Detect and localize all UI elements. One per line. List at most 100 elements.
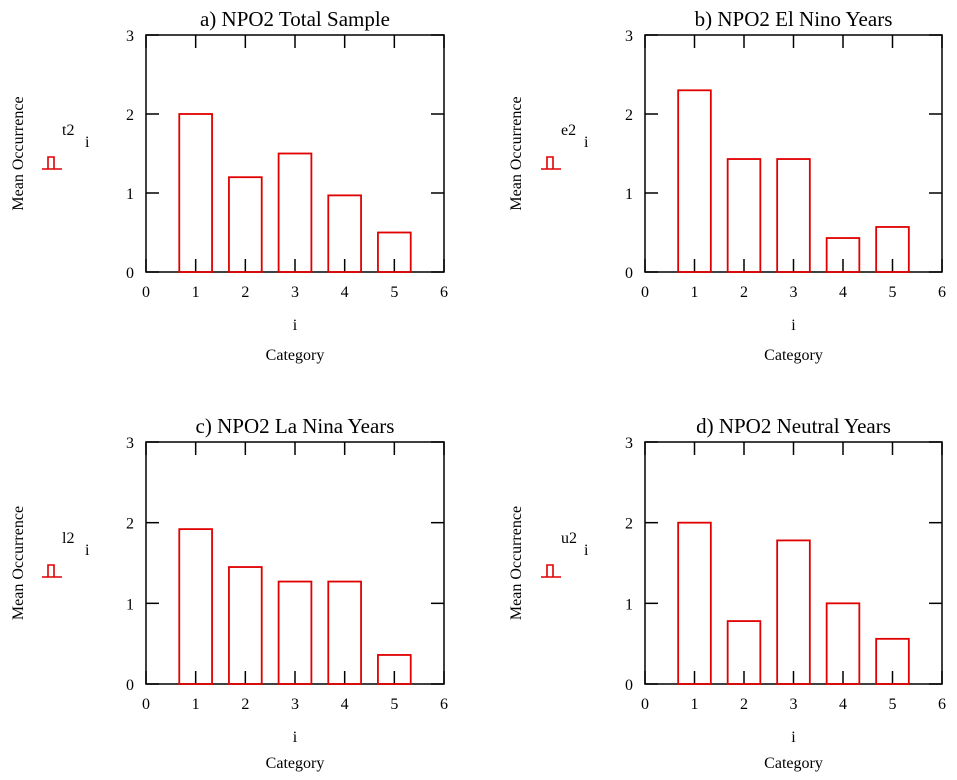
- x-tick-label: 5: [889, 284, 897, 301]
- legend-label: u2: [561, 530, 577, 547]
- x-tick-label: 0: [641, 284, 649, 301]
- legend-bar-glyph: [541, 564, 561, 578]
- x-tick-label: 6: [440, 696, 448, 713]
- chart-panel-1: a) NPO2 Total Sample 0 1 2 3 4 5 6 0 1 2 3 Mean Occu…: [10, 7, 448, 364]
- bar: [677, 89, 712, 273]
- bar: [776, 158, 811, 273]
- legend-subscript: i: [85, 542, 90, 559]
- x-tick-label: 6: [938, 696, 946, 713]
- bar: [875, 226, 910, 273]
- chart-title: c) NPO2 La Nina Years: [196, 414, 395, 438]
- x-tick-label: 0: [641, 696, 649, 713]
- bar: [677, 521, 712, 685]
- bar: [228, 176, 263, 273]
- y-tick-label: 2: [126, 516, 134, 533]
- y-axis-label: Mean Occurrence: [508, 96, 525, 210]
- y-tick-label: 2: [625, 516, 633, 533]
- legend-bar-icon: [541, 156, 561, 170]
- y-axis-label: Mean Occurrence: [10, 506, 27, 620]
- legend-subscript: i: [584, 542, 589, 559]
- bar: [327, 580, 362, 685]
- y-tick-label: 0: [625, 677, 633, 694]
- legend-bar-icon: [42, 564, 62, 578]
- x-tick-label: 5: [889, 696, 897, 713]
- x-tick-label: 6: [938, 284, 946, 301]
- y-tick-label: 3: [126, 28, 134, 45]
- x-axis-variable: i: [791, 729, 796, 746]
- plot-frame: [145, 441, 445, 685]
- x-tick-label: 2: [740, 284, 748, 301]
- x-tick-label: 2: [241, 696, 249, 713]
- y-tick-label: 1: [625, 186, 633, 203]
- chart-panel-4: d) NPO2 Neutral Years 0 1 2 3 4 5 6 0 1 2 3 Mean Occ…: [508, 414, 946, 772]
- legend-label: l2: [62, 530, 74, 547]
- x-tick-label: 5: [390, 284, 398, 301]
- chart-panel-3: c) NPO2 La Nina Years 0 1 2 3 4 5 6 0 1 2 3 Mean Occ…: [10, 414, 448, 772]
- legend-bar-icon: [42, 156, 62, 170]
- legend-bar-glyph: [42, 156, 62, 170]
- legend-bar-icon: [541, 564, 561, 578]
- x-axis-variable: i: [791, 317, 796, 334]
- bar: [726, 158, 762, 273]
- legend-bar-glyph: [42, 564, 62, 578]
- y-tick-label: 1: [625, 596, 633, 613]
- x-tick-label: 1: [192, 284, 200, 301]
- y-tick-label: 0: [126, 265, 134, 282]
- bar: [377, 231, 412, 273]
- x-tick-label: 2: [241, 284, 249, 301]
- y-tick-label: 3: [625, 28, 633, 45]
- chart-panel-2: b) NPO2 El Nino Years 0 1 2 3 4 5 6 0 1 2 3 Mean Occ…: [508, 7, 946, 364]
- chart-title: d) NPO2 Neutral Years: [696, 414, 891, 438]
- bar: [327, 194, 362, 273]
- legend-label: e2: [561, 122, 576, 139]
- x-tick-label: 4: [839, 284, 847, 301]
- y-tick-label: 2: [126, 107, 134, 124]
- x-axis-variable: i: [293, 729, 298, 746]
- bar: [377, 654, 412, 685]
- x-tick-label: 6: [440, 284, 448, 301]
- y-tick-label: 1: [126, 186, 134, 203]
- bar: [726, 620, 762, 685]
- x-axis-label: Category: [764, 755, 823, 772]
- x-tick-label: 3: [291, 284, 299, 301]
- y-tick-label: 2: [625, 107, 633, 124]
- bar: [178, 113, 213, 273]
- y-tick-label: 0: [126, 677, 134, 694]
- x-tick-label: 3: [790, 696, 798, 713]
- x-tick-label: 0: [142, 696, 150, 713]
- y-tick-label: 3: [625, 435, 633, 452]
- chart-title: a) NPO2 Total Sample: [200, 7, 390, 31]
- x-tick-label: 3: [790, 284, 798, 301]
- x-axis-variable: i: [293, 317, 298, 334]
- x-tick-label: 4: [839, 696, 847, 713]
- x-tick-label: 5: [390, 696, 398, 713]
- bar: [825, 602, 861, 685]
- y-tick-label: 0: [625, 265, 633, 282]
- legend-subscript: i: [85, 134, 90, 151]
- plot-frame: [644, 34, 943, 273]
- bar: [228, 566, 263, 685]
- x-tick-label: 1: [192, 696, 200, 713]
- x-axis-label: Category: [266, 347, 325, 364]
- x-tick-label: 3: [291, 696, 299, 713]
- y-tick-label: 1: [126, 596, 134, 613]
- legend-subscript: i: [584, 134, 589, 151]
- y-axis-label: Mean Occurrence: [508, 506, 525, 620]
- chart-title: b) NPO2 El Nino Years: [695, 7, 893, 31]
- x-tick-label: 4: [341, 696, 349, 713]
- bar: [277, 152, 313, 273]
- bar: [825, 237, 861, 273]
- bar: [178, 528, 213, 685]
- legend-label: t2: [62, 122, 74, 139]
- x-tick-label: 2: [740, 696, 748, 713]
- x-tick-label: 1: [691, 696, 699, 713]
- x-tick-label: 4: [341, 284, 349, 301]
- bar: [277, 580, 313, 685]
- legend-bar-glyph: [541, 156, 561, 170]
- x-tick-label: 0: [142, 284, 150, 301]
- bar: [776, 539, 811, 685]
- y-axis-label: Mean Occurrence: [10, 96, 27, 210]
- plot-frame: [644, 441, 943, 685]
- x-axis-label: Category: [764, 347, 823, 364]
